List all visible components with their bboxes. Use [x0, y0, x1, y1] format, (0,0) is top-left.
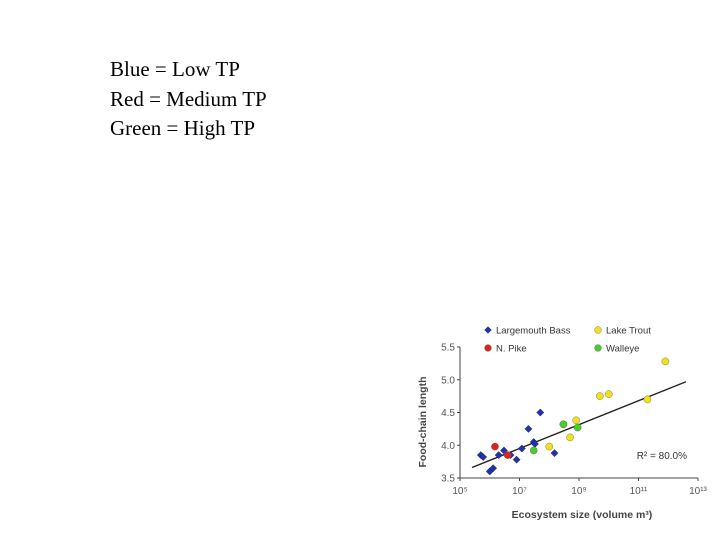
n-pike-point	[491, 442, 499, 451]
legend-marker-largemouth-bass	[484, 326, 492, 334]
legend-marker-walleye	[594, 344, 602, 352]
legend-label-largemouth-bass: Largemouth Bass	[496, 326, 571, 337]
legend-label-n-pike: N. Pike	[496, 344, 527, 355]
y-tick-label: 4.0	[441, 441, 455, 452]
largemouth-bass-point	[479, 453, 488, 461]
x-tick-label: 10⁷	[512, 486, 527, 497]
y-tick-label: 4.5	[441, 408, 455, 419]
lake-trout-point	[643, 395, 652, 404]
lake-trout-point	[566, 433, 574, 442]
chart-marks	[471, 357, 687, 476]
legend-label-walleye: Walleye	[606, 344, 639, 355]
walleye-point	[559, 420, 568, 429]
walleye-point	[573, 423, 582, 432]
tp-color-key: Blue = Low TP Red = Medium TP Green = Hi…	[110, 55, 267, 144]
tp-key-medium: Red = Medium TP	[110, 86, 267, 111]
walleye-point	[529, 446, 538, 455]
largemouth-bass-point	[524, 424, 533, 433]
y-tick-label: 5.0	[441, 375, 455, 386]
largemouth-bass-point	[536, 408, 545, 417]
x-tick-label: 10⁵	[452, 486, 467, 497]
y-tick-label: 3.5	[441, 474, 455, 485]
tp-key-low: Blue = Low TP	[110, 57, 240, 81]
x-tick-label: 10¹¹	[630, 486, 648, 497]
x-tick-label: 10¹³	[689, 486, 707, 497]
lake-trout-point	[572, 416, 580, 425]
largemouth-bass-point	[550, 449, 559, 457]
lake-trout-point	[661, 357, 670, 366]
largemouth-bass-point	[512, 455, 521, 464]
legend-marker-n-pike	[484, 344, 492, 352]
largemouth-bass-point	[494, 451, 503, 459]
largemouth-bass-point	[517, 444, 526, 453]
x-tick-label: 10⁹	[571, 486, 586, 497]
chart-axes: 3.5 4.0 4.5 5.0 5.5 10⁵ 10⁷ 10⁹ 10¹¹ 10¹³	[441, 343, 707, 498]
lake-trout-point	[545, 442, 554, 451]
y-tick-label: 5.5	[441, 343, 455, 354]
legend-marker-lake-trout	[594, 326, 602, 334]
lake-trout-point	[595, 392, 604, 400]
lake-trout-point	[604, 390, 613, 398]
r-squared-annotation: R² = 80.0%	[637, 451, 687, 462]
y-axis-label: Food-chain length	[417, 377, 429, 468]
largemouth-bass-point	[489, 464, 498, 473]
tp-key-high: Green = High TP	[110, 116, 256, 140]
n-pike-point	[503, 451, 512, 459]
legend-label-lake-trout: Lake Trout	[606, 326, 651, 337]
x-axis-label: Ecosystem size (volume m³)	[512, 509, 653, 521]
chart-legend: Largemouth Bass Lake Trout N. Pike Walleye	[484, 326, 651, 355]
